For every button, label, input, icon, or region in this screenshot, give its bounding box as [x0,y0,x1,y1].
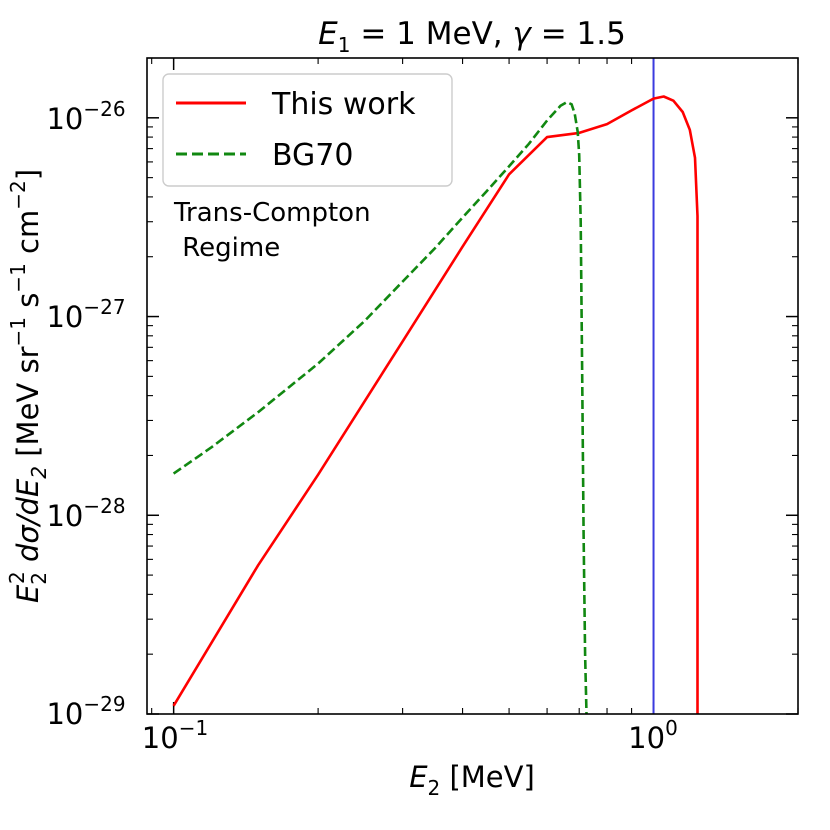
regime-annotation: Trans-Compton [173,198,371,228]
y-axis-label: E22 dσ/dE2 [MeV sr−1 s−1 cm−2] [5,169,51,603]
series-line-bg70 [172,100,588,714]
legend-label-bg70: BG70 [272,138,353,173]
y-tick-label: 10−27 [46,295,125,334]
legend-label-this-work: This work [271,87,416,122]
chart-title: E1 = 1 MeV, γ = 1.5 [318,16,626,57]
series-group [172,58,699,714]
plot-frame [146,57,799,715]
regime-annotation-line2: Regime [174,233,280,263]
legend: This work BG70 [162,73,453,187]
y-tick-labels: 10−29 10−28 10−27 10−26 [46,97,125,731]
y-tick-label: 10−29 [46,692,125,731]
y-tick-label: 10−26 [46,97,125,136]
plot-area [146,57,799,715]
y-tick-label: 10−28 [46,494,125,533]
minor-ticks [147,57,799,714]
x-tick-labels: 10−1 100 [142,716,678,755]
x-tick-label: 100 [628,716,678,755]
series-line-this-work [172,95,699,714]
x-tick-label: 10−1 [142,716,208,755]
x-axis-label: E2 [MeV] [409,760,535,800]
